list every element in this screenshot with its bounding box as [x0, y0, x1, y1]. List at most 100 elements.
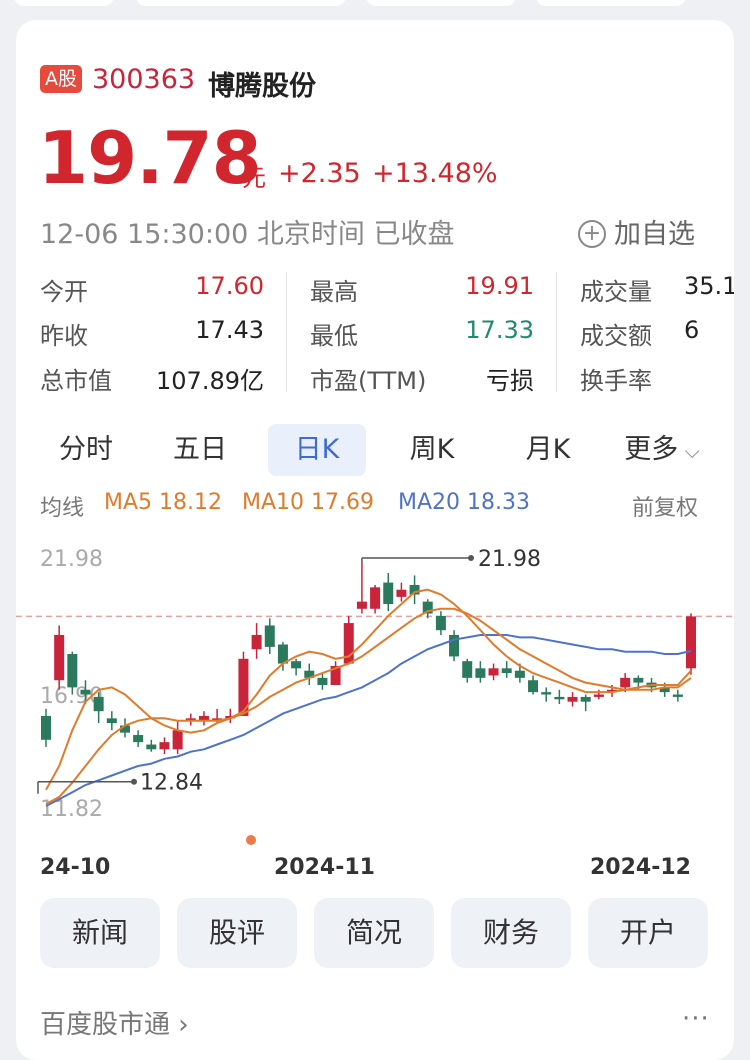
tab-4[interactable]: 月K [502, 424, 594, 476]
stat-label: 成交额 [580, 322, 652, 350]
candle-body [343, 623, 354, 664]
ma5-value: MA5 18.12 [104, 490, 223, 515]
price-unit: 元 [242, 164, 266, 192]
price-change-pct: +13.48% [372, 158, 498, 189]
candle-body [277, 644, 288, 664]
candle-body [106, 718, 117, 724]
candle-body [172, 730, 183, 750]
candle-body [541, 692, 552, 695]
stat-label: 最高 [310, 278, 358, 306]
candle-body [212, 718, 223, 721]
baidu-stock-link[interactable]: 百度股市通 › [40, 1004, 189, 1041]
action-button-1[interactable]: 股评 [177, 898, 297, 968]
current-price: 19.78 [38, 116, 262, 200]
stats-divider [286, 272, 287, 392]
candle-body [462, 661, 473, 678]
candle-body [607, 689, 618, 693]
candle-body [80, 689, 91, 695]
footer-link-label: 百度股市通 [40, 1010, 171, 1040]
stat-value: 107.89亿 [156, 367, 264, 395]
high-annotation-dot [468, 555, 474, 561]
add-watchlist-label: 加自选 [614, 219, 695, 250]
ma5-line [45, 588, 692, 791]
candle-body [356, 601, 367, 609]
top-chip-row [0, 0, 750, 10]
x-tick-label: 2024-11 [274, 855, 375, 874]
event-marker-dot [246, 835, 256, 845]
stat-label: 最低 [310, 322, 358, 350]
candle-body [686, 616, 696, 669]
tab-0[interactable]: 分时 [38, 424, 134, 476]
action-button-3[interactable]: 财务 [451, 898, 571, 968]
ma10-line [45, 607, 692, 805]
candle-body [593, 694, 604, 697]
tab-label: 周K [409, 434, 455, 465]
stat-label: 成交量 [580, 278, 652, 306]
candle-body [475, 668, 486, 678]
candle-body [41, 715, 51, 740]
candle-body [567, 696, 578, 702]
chevron-right-icon: › [178, 1010, 189, 1040]
y-tick-label: 16.90 [40, 684, 103, 709]
ma20-value: MA20 18.33 [398, 490, 530, 515]
tab-1[interactable]: 五日 [152, 424, 248, 476]
candle-body [501, 668, 512, 674]
tab-label: 更多 [624, 434, 679, 465]
candle-body [54, 634, 65, 681]
candle-body [383, 582, 394, 605]
candle-body [291, 661, 302, 669]
stat-label: 换手率 [580, 367, 652, 395]
candle-body [422, 601, 433, 614]
market-badge: A股 [40, 65, 82, 93]
stock-card: A股 300363 博腾股份 19.78 元 +2.35 +13.48% 12-… [16, 20, 734, 1060]
candle-body [133, 735, 144, 743]
ma20-line [45, 634, 692, 807]
candle-body [435, 615, 446, 631]
stat-label: 昨收 [40, 322, 88, 350]
stat-value: 17.60 [195, 272, 264, 300]
candle-body [67, 654, 78, 688]
stat-value: 19.91 [465, 272, 534, 300]
stat-label: 今开 [40, 278, 88, 306]
tab-label: 分时 [59, 434, 113, 465]
candle-body [119, 725, 130, 733]
stat-label: 总市值 [40, 367, 112, 395]
y-tick-label: 21.98 [40, 547, 103, 572]
stock-name[interactable]: 博腾股份 [208, 71, 316, 102]
tab-2[interactable]: 日K [268, 424, 366, 476]
stat-value: 17.33 [465, 316, 534, 344]
candle-body [396, 589, 407, 597]
stock-code[interactable]: 300363 [92, 64, 196, 95]
stat-value: 6 [684, 316, 700, 344]
low-annotation-dot [131, 778, 137, 785]
candle-body [672, 694, 683, 697]
candle-body [370, 587, 381, 609]
action-button-2[interactable]: 简况 [314, 898, 434, 968]
period-tabs: 分时 五日 日K 周K 月K 更多 ⌵ [16, 424, 734, 476]
candle-body [330, 665, 341, 685]
add-watchlist-button[interactable]: + 加自选 [578, 212, 695, 251]
candle-body [409, 584, 420, 595]
tab-label: 日K [294, 434, 340, 465]
chevron-down-icon: ⌵ [678, 439, 700, 463]
kline-chart[interactable]: 21.98 16.90 11.82 21.98 12.84 24-10 2024-11 202… [16, 544, 734, 874]
tab-5[interactable]: 更多 ⌵ [612, 424, 712, 476]
candle-body [449, 634, 460, 657]
y-tick-label: 11.82 [40, 797, 103, 822]
candle-body [659, 687, 670, 693]
candle-body [146, 744, 157, 750]
more-dots-icon[interactable]: ··· [682, 1004, 710, 1034]
candle-body [304, 670, 315, 678]
action-button-0[interactable]: 新闻 [40, 898, 160, 968]
candle-body [185, 718, 196, 721]
stat-value: 亏损 [486, 367, 534, 395]
candle-body [580, 696, 591, 702]
low-annotation-label: 12.84 [140, 771, 203, 796]
candle-body [317, 677, 328, 685]
tab-label: 月K [525, 434, 571, 465]
adjust-toggle[interactable]: 前复权 [632, 496, 699, 521]
tab-3[interactable]: 周K [386, 424, 478, 476]
action-button-4[interactable]: 开户 [588, 898, 708, 968]
candle-body [264, 625, 275, 647]
candle-body [488, 668, 499, 676]
